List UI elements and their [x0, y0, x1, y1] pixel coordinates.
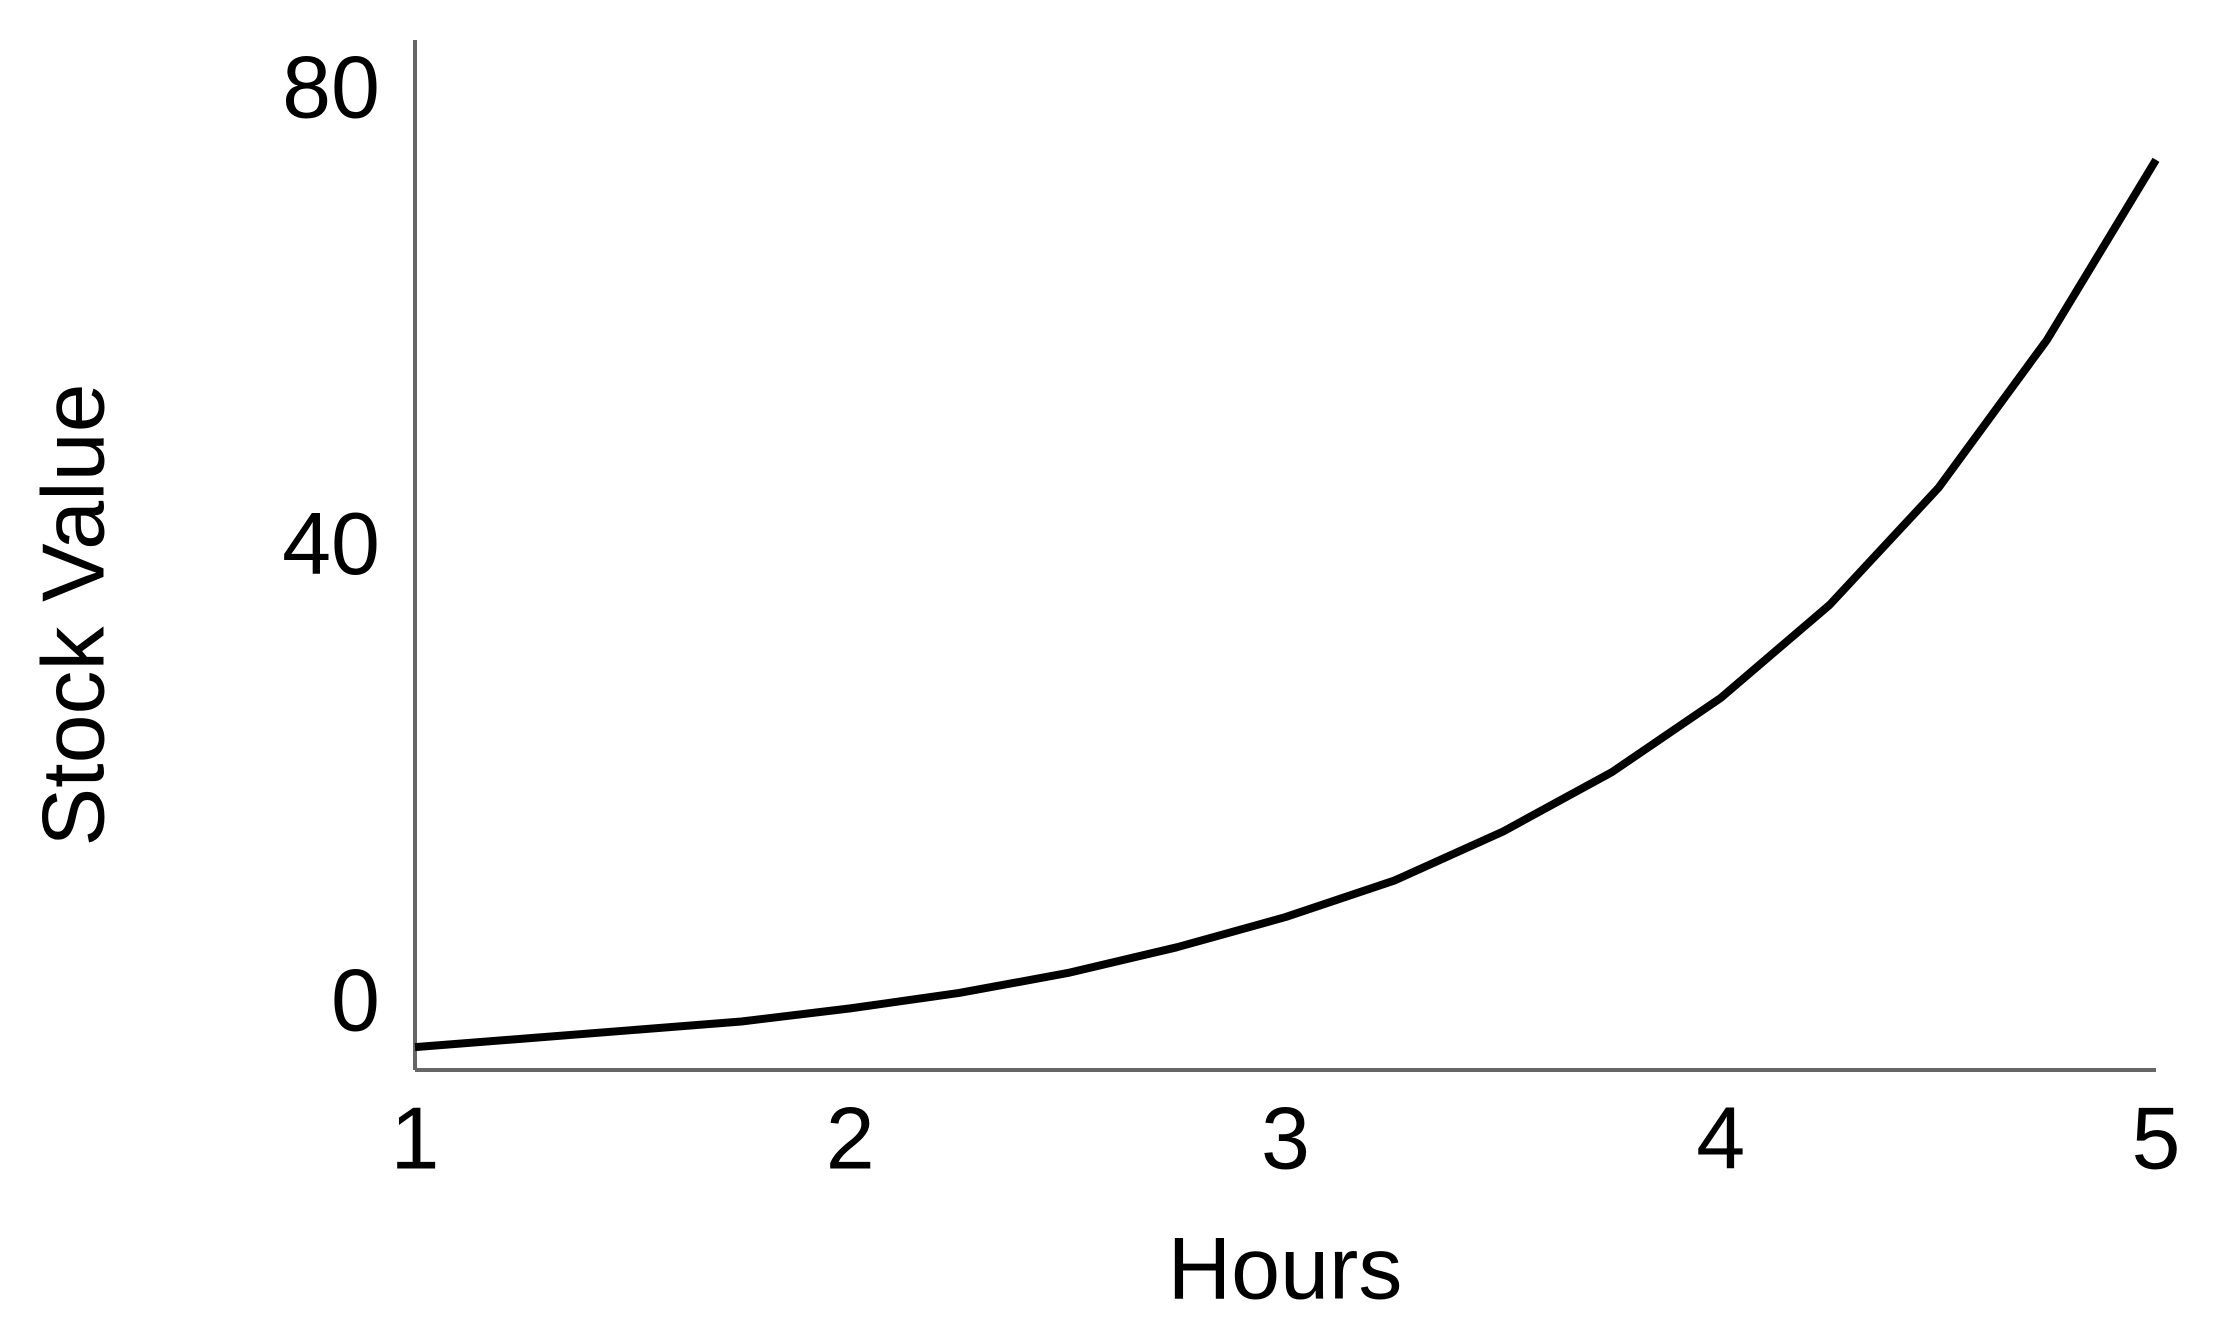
x-axis-label: Hours [1168, 1218, 1403, 1317]
y-axis-label: Stock Value [23, 383, 122, 846]
x-tick-label: 1 [391, 1088, 440, 1187]
x-tick-label: 3 [1261, 1088, 1310, 1187]
y-tick-label: 0 [331, 950, 380, 1049]
y-tick-label: 80 [282, 37, 380, 136]
x-tick-label: 2 [826, 1088, 875, 1187]
x-tick-label: 5 [2132, 1088, 2181, 1187]
x-tick-label: 4 [1696, 1088, 1745, 1187]
data-line [414, 157, 2160, 1052]
y-tick-label: 40 [282, 494, 380, 593]
